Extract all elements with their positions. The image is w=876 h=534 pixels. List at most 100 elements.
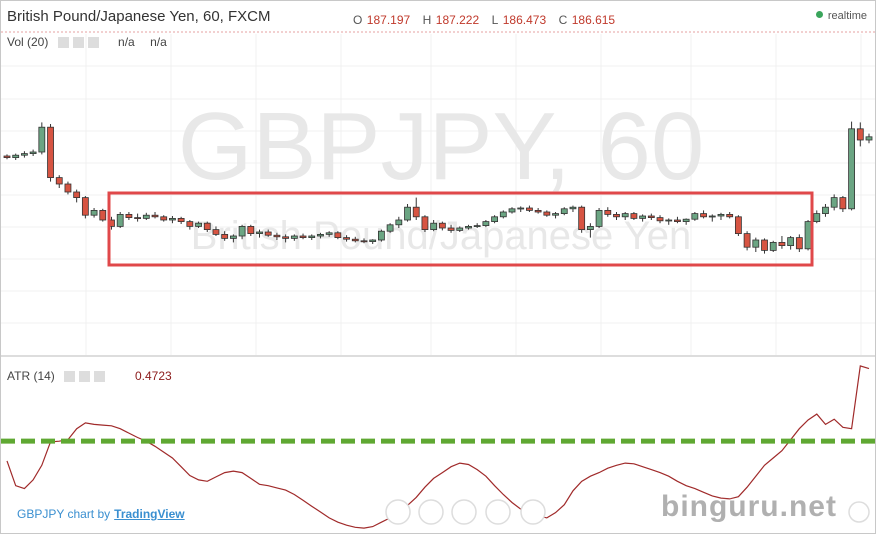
candle-body: [734, 216, 742, 235]
ohlc-value: 187.197: [366, 13, 411, 27]
atr-legend: ATR (14): [7, 369, 109, 385]
candle-body: [456, 227, 464, 231]
scroll-left[interactable]: [385, 499, 411, 525]
attribution-link[interactable]: TradingView: [114, 507, 185, 521]
candle-body: [38, 126, 46, 153]
candle-body: [290, 235, 298, 239]
candle-body: [64, 183, 72, 193]
candle-body: [743, 233, 751, 248]
scroll-right[interactable]: [520, 499, 546, 525]
atr-pane: [1, 365, 875, 529]
candle-body: [29, 151, 37, 155]
candle-body: [560, 208, 568, 215]
attribution: GBPJPY chart by TradingView: [17, 507, 185, 521]
candle-body: [369, 239, 377, 242]
candle-body: [386, 224, 394, 232]
candle-body: [99, 209, 107, 221]
zoom-in[interactable]: [485, 499, 511, 525]
candle-body: [778, 241, 786, 246]
candle-body: [404, 206, 411, 221]
candle-body: [578, 206, 586, 230]
candle-body: [343, 237, 350, 240]
candle-body: [90, 209, 98, 216]
candle-body: [317, 233, 324, 237]
ohlc-label: C: [558, 13, 568, 27]
nav-buttons: [385, 499, 870, 525]
candle-body: [273, 234, 281, 238]
ohlc-value: 187.222: [435, 13, 480, 27]
candle-body: [212, 229, 220, 235]
indicator-icons[interactable]: [57, 37, 103, 51]
candle-body: [691, 213, 699, 220]
candle-body: [47, 126, 54, 178]
candle-body: [55, 177, 63, 185]
candle-body: [229, 235, 237, 239]
watermark-symbol: GBPJPY, 60: [178, 93, 705, 200]
candle-body: [787, 237, 795, 247]
candle-body: [21, 153, 28, 156]
volume-label: Vol (20): [7, 35, 49, 49]
candle-body: [621, 213, 629, 218]
reset[interactable]: [451, 499, 477, 525]
candle-body: [822, 206, 829, 214]
realtime-status: realtime: [816, 10, 867, 22]
ohlc-label: H: [422, 13, 432, 27]
candle-body: [830, 197, 838, 208]
candle-body: [412, 206, 420, 218]
candle-body: [465, 225, 472, 229]
candle-body: [595, 209, 603, 227]
atr-value: 0.4723: [135, 369, 172, 383]
volume-legend: Vol (20) n/a n/a: [7, 35, 167, 51]
ohlc-value: 186.615: [571, 13, 616, 27]
candle-body: [839, 197, 847, 210]
indicator-icons[interactable]: [64, 371, 109, 385]
highlight-box: [107, 191, 814, 267]
volume-value: n/a: [150, 35, 167, 49]
candle-body: [134, 217, 142, 220]
candle-body: [613, 213, 620, 218]
candle-body: [674, 219, 681, 222]
candle-body: [151, 214, 159, 218]
ohlc-label: L: [491, 13, 499, 27]
candle-body: [682, 218, 690, 222]
candle-body: [639, 215, 647, 219]
candle-body: [3, 155, 11, 159]
ohlc-value: 186.473: [502, 13, 547, 27]
candle-body: [499, 211, 507, 218]
zoom-out[interactable]: [418, 499, 444, 525]
candle-body: [73, 191, 81, 198]
candle-body: [447, 227, 455, 231]
candle-body: [848, 128, 855, 210]
candle-body: [395, 219, 403, 226]
candle-body: [264, 231, 272, 236]
atr-line: [6, 365, 870, 529]
candle-body: [795, 237, 803, 250]
candle-body: [238, 225, 246, 237]
candle-body: [351, 238, 359, 242]
candle-body: [325, 232, 333, 235]
candle-body: [804, 221, 812, 250]
candle-body: [665, 219, 673, 222]
candle-body: [647, 215, 655, 219]
candle-body: [186, 221, 194, 227]
price-pane: [3, 121, 873, 254]
candle-body: [517, 207, 525, 210]
volume-value: n/a: [118, 35, 135, 49]
attribution-text: GBPJPY chart by: [17, 507, 111, 521]
candle-body: [430, 222, 438, 230]
candle-body: [717, 213, 725, 217]
candle-body: [769, 241, 777, 251]
candle-body: [856, 128, 864, 141]
candle-body: [761, 239, 768, 251]
candle-body: [569, 206, 577, 210]
candle-body: [334, 232, 342, 239]
candle-body: [813, 213, 821, 223]
candle-body: [195, 222, 202, 227]
candle-body: [543, 211, 551, 216]
candle-body: [256, 231, 263, 235]
go-latest[interactable]: [848, 501, 870, 523]
candle-body: [656, 217, 664, 222]
candle-body: [12, 154, 20, 158]
